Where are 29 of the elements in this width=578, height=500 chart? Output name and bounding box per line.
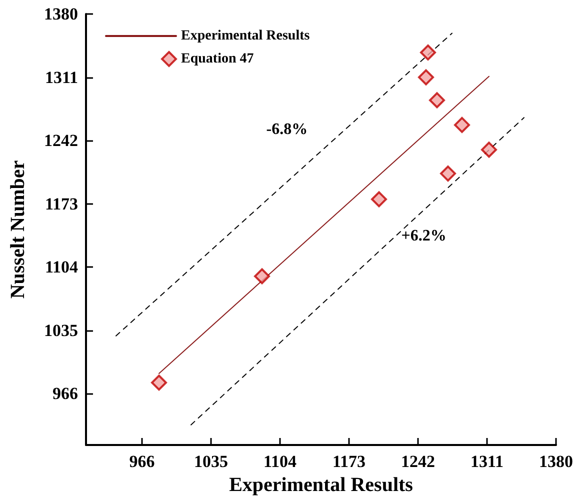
legend-label: Experimental Results	[181, 28, 310, 44]
point	[371, 191, 387, 208]
y-tick-label: 966	[52, 384, 78, 404]
point	[429, 92, 445, 108]
point	[440, 166, 456, 182]
y-tick-label: 1242	[44, 131, 78, 150]
x-tick-label: 1173	[332, 452, 366, 471]
x-tick-label: 1104	[263, 452, 298, 471]
point	[418, 69, 434, 86]
point	[151, 374, 167, 391]
y-tick-label: 1380	[44, 4, 78, 24]
point	[420, 44, 436, 61]
annotation: +6.2%	[401, 228, 446, 244]
point	[454, 116, 470, 133]
x-tick-label: 1035	[194, 452, 228, 471]
point	[481, 142, 497, 158]
y-axis-title: Nusselt Number	[7, 160, 29, 299]
y-tick-label: 1035	[44, 320, 78, 340]
y-tick-label: 1311	[44, 68, 78, 87]
point	[254, 268, 270, 284]
y-tick-label: 1173	[44, 194, 78, 214]
x-tick-label: 1242	[401, 452, 435, 471]
annotation: -6.8%	[266, 120, 308, 138]
x-tick-label: 966	[129, 452, 155, 471]
x-tick-label: 1311	[470, 452, 504, 471]
y-tick-label: 1104	[44, 258, 78, 277]
x-axis-title: Experimental Results	[229, 474, 414, 496]
x-tick-label: 1380	[539, 452, 573, 471]
legend-label: Equation 47	[181, 52, 254, 66]
